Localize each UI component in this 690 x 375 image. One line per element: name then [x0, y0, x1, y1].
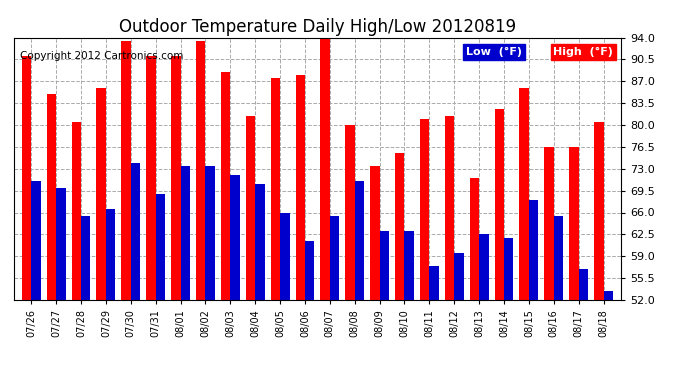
- Bar: [544, 147, 554, 375]
- Bar: [156, 194, 165, 375]
- Bar: [395, 153, 404, 375]
- Bar: [479, 234, 489, 375]
- Bar: [305, 241, 315, 375]
- Bar: [47, 94, 56, 375]
- Bar: [420, 119, 429, 375]
- Bar: [146, 56, 156, 375]
- Title: Outdoor Temperature Daily High/Low 20120819: Outdoor Temperature Daily High/Low 20120…: [119, 18, 516, 36]
- Bar: [529, 200, 538, 375]
- Bar: [295, 75, 305, 375]
- Bar: [230, 175, 239, 375]
- Bar: [22, 56, 31, 375]
- Bar: [121, 40, 131, 375]
- Bar: [171, 56, 181, 375]
- Bar: [355, 181, 364, 375]
- Bar: [604, 291, 613, 375]
- Bar: [270, 78, 280, 375]
- Bar: [445, 116, 454, 375]
- Bar: [181, 166, 190, 375]
- Bar: [320, 34, 330, 375]
- Bar: [429, 266, 439, 375]
- Bar: [520, 87, 529, 375]
- Bar: [31, 181, 41, 375]
- Bar: [56, 188, 66, 375]
- Bar: [495, 110, 504, 375]
- Bar: [246, 116, 255, 375]
- Bar: [97, 87, 106, 375]
- Bar: [255, 184, 265, 375]
- Bar: [470, 178, 479, 375]
- Bar: [370, 166, 380, 375]
- Bar: [345, 125, 355, 375]
- Bar: [594, 122, 604, 375]
- Bar: [206, 166, 215, 375]
- Text: Copyright 2012 Cartronics.com: Copyright 2012 Cartronics.com: [20, 51, 184, 61]
- Bar: [72, 122, 81, 375]
- Bar: [81, 216, 90, 375]
- Bar: [404, 231, 414, 375]
- Bar: [454, 253, 464, 375]
- Bar: [569, 147, 579, 375]
- Legend: Low  (°F), High  (°F): Low (°F), High (°F): [433, 43, 615, 59]
- Bar: [106, 209, 115, 375]
- Bar: [504, 237, 513, 375]
- Bar: [221, 72, 230, 375]
- Bar: [380, 231, 389, 375]
- Bar: [579, 269, 588, 375]
- Bar: [196, 40, 206, 375]
- Bar: [554, 216, 563, 375]
- Bar: [131, 162, 140, 375]
- Bar: [330, 216, 339, 375]
- Bar: [280, 213, 290, 375]
